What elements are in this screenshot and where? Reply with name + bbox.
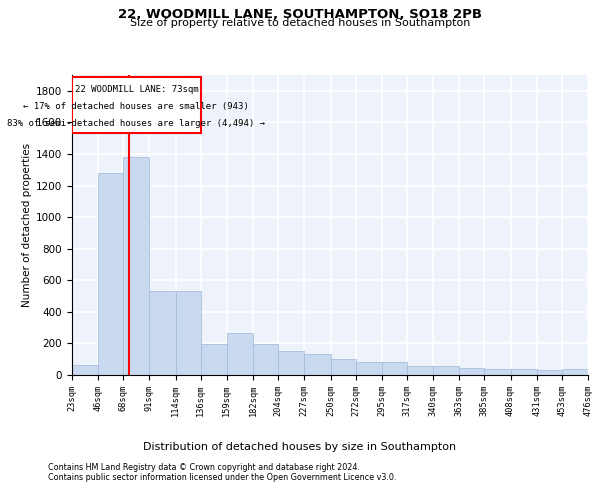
Bar: [72, 364, 98, 375]
Bar: [201, 344, 227, 375]
Bar: [433, 366, 459, 375]
Bar: [382, 362, 407, 375]
Text: ← 17% of detached houses are smaller (943): ← 17% of detached houses are smaller (94…: [23, 102, 249, 110]
Text: 83% of semi-detached houses are larger (4,494) →: 83% of semi-detached houses are larger (…: [7, 118, 265, 128]
Bar: [407, 366, 433, 375]
Text: 22, WOODMILL LANE, SOUTHAMPTON, SO18 2PB: 22, WOODMILL LANE, SOUTHAMPTON, SO18 2PB: [118, 8, 482, 20]
Text: 22 WOODMILL LANE: 73sqm: 22 WOODMILL LANE: 73sqm: [74, 84, 198, 94]
Bar: [98, 173, 123, 375]
Bar: [149, 292, 176, 375]
Bar: [227, 333, 253, 375]
Text: Contains HM Land Registry data © Crown copyright and database right 2024.: Contains HM Land Registry data © Crown c…: [48, 464, 360, 472]
Bar: [537, 370, 562, 375]
Bar: [278, 350, 304, 375]
Bar: [356, 362, 382, 375]
Bar: [484, 368, 511, 375]
Text: Distribution of detached houses by size in Southampton: Distribution of detached houses by size …: [143, 442, 457, 452]
Bar: [253, 344, 278, 375]
Bar: [459, 368, 484, 375]
FancyBboxPatch shape: [72, 76, 201, 134]
Bar: [176, 292, 201, 375]
Bar: [562, 368, 588, 375]
Text: Contains public sector information licensed under the Open Government Licence v3: Contains public sector information licen…: [48, 474, 397, 482]
Bar: [331, 359, 356, 375]
Bar: [123, 157, 149, 375]
Y-axis label: Number of detached properties: Number of detached properties: [22, 143, 32, 307]
Bar: [304, 354, 331, 375]
Bar: [511, 370, 537, 375]
Text: Size of property relative to detached houses in Southampton: Size of property relative to detached ho…: [130, 18, 470, 28]
